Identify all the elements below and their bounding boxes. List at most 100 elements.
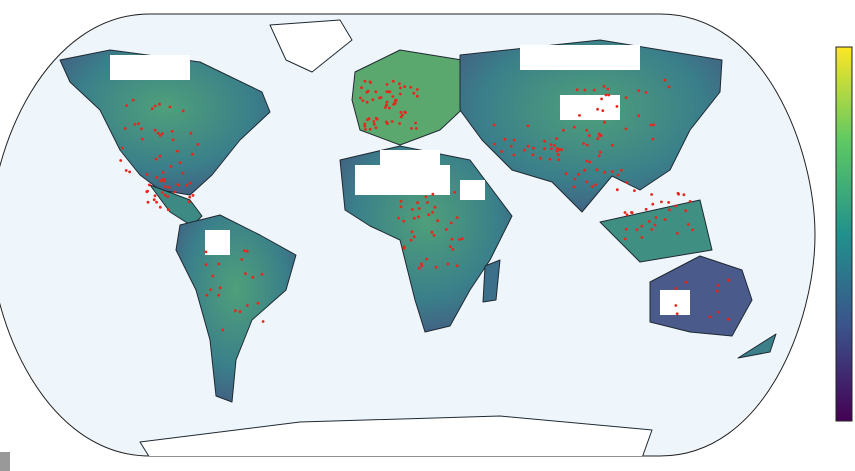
point — [691, 228, 694, 232]
point — [402, 245, 406, 249]
point — [677, 192, 680, 196]
point — [607, 93, 611, 97]
outback-blank — [660, 290, 690, 315]
point — [587, 134, 591, 138]
point — [359, 96, 362, 100]
point — [668, 208, 671, 212]
point — [590, 185, 594, 189]
point — [403, 85, 406, 88]
point — [708, 315, 712, 319]
point — [420, 262, 423, 266]
point — [555, 137, 558, 141]
point — [446, 262, 450, 266]
point — [562, 128, 565, 132]
point — [650, 228, 654, 231]
point — [137, 122, 140, 126]
point — [378, 96, 381, 100]
new-zealand — [737, 333, 777, 359]
point — [412, 235, 416, 239]
point — [365, 100, 369, 104]
point — [170, 129, 174, 133]
south-america — [175, 214, 297, 403]
point — [196, 143, 200, 146]
point — [187, 200, 191, 204]
point — [168, 105, 172, 109]
point — [667, 85, 671, 89]
point — [727, 317, 730, 321]
point — [434, 265, 438, 269]
point — [727, 278, 731, 282]
point — [588, 160, 592, 164]
point — [391, 95, 395, 98]
point — [596, 137, 600, 141]
point — [455, 264, 459, 268]
point — [385, 100, 389, 104]
point — [637, 89, 641, 92]
point — [430, 230, 434, 234]
point — [169, 165, 173, 168]
point — [630, 211, 633, 214]
point — [548, 157, 552, 161]
point — [675, 312, 679, 316]
point — [374, 116, 378, 120]
point — [663, 218, 667, 221]
point — [158, 102, 161, 106]
point — [557, 148, 561, 152]
point — [623, 211, 627, 214]
point — [368, 80, 372, 84]
point — [360, 86, 363, 90]
point — [715, 289, 719, 293]
point — [674, 287, 678, 290]
point — [415, 94, 419, 98]
point — [572, 125, 576, 129]
point — [384, 103, 388, 107]
point — [417, 215, 420, 219]
point — [444, 228, 448, 231]
point — [399, 199, 403, 203]
point — [625, 181, 629, 184]
point — [155, 200, 159, 204]
point — [372, 122, 376, 126]
point — [181, 171, 185, 175]
point — [374, 126, 378, 130]
point — [233, 309, 237, 313]
point — [363, 79, 367, 83]
point — [583, 88, 587, 92]
point — [603, 120, 606, 124]
point — [411, 208, 414, 211]
point — [597, 132, 601, 136]
point — [564, 172, 568, 176]
point — [414, 121, 417, 125]
point — [410, 126, 413, 130]
point — [364, 128, 367, 131]
point — [585, 143, 589, 147]
point — [455, 216, 459, 220]
point — [523, 148, 526, 152]
point — [599, 134, 603, 137]
point — [503, 137, 507, 141]
point — [415, 88, 419, 91]
point — [436, 219, 440, 223]
point — [401, 113, 404, 117]
point — [409, 85, 412, 89]
point — [531, 153, 535, 157]
point — [649, 123, 653, 127]
point — [426, 201, 429, 204]
point — [191, 194, 195, 197]
point — [619, 168, 623, 172]
point — [585, 159, 589, 163]
point — [368, 127, 372, 131]
point — [425, 257, 428, 261]
sahara-blank — [380, 150, 440, 165]
point — [403, 110, 407, 114]
point — [592, 88, 596, 92]
no-data-patches — [110, 45, 690, 315]
point — [660, 200, 663, 204]
point — [181, 109, 185, 113]
point — [615, 188, 619, 192]
point — [209, 288, 213, 291]
point — [123, 127, 127, 130]
point — [160, 191, 164, 194]
point — [577, 173, 580, 176]
point — [682, 193, 686, 197]
